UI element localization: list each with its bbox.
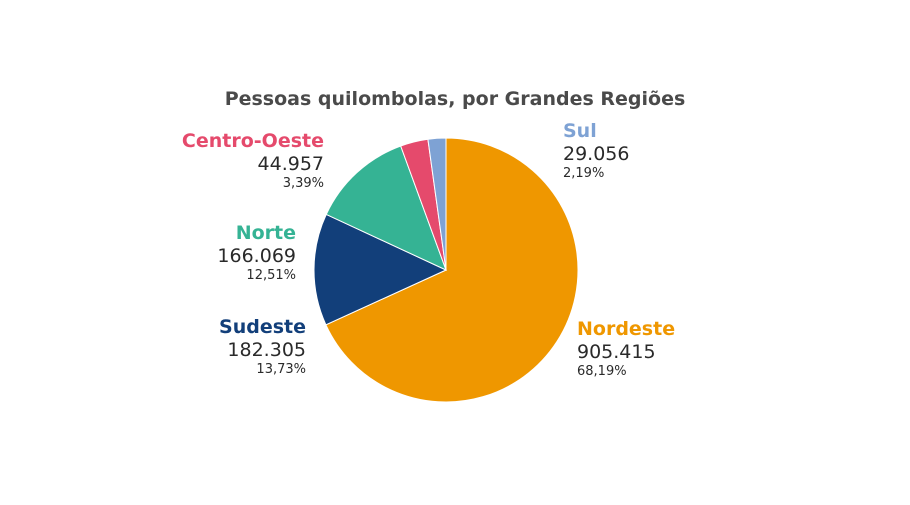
slice-label-sudeste: Sudeste 182.305 13,73%: [219, 316, 306, 377]
pie-slice-sudeste: [313, 213, 448, 326]
slice-value-sudeste: 182.305: [227, 339, 306, 361]
slice-percent-sul: 2,19%: [563, 166, 605, 181]
pie-slice-nordeste: [325, 137, 579, 403]
slice-name-sudeste: Sudeste: [219, 316, 306, 338]
slice-label-sul: Sul 29.056 2,19%: [563, 120, 630, 181]
slice-value-sul: 29.056: [563, 143, 630, 165]
slice-name-norte: Norte: [235, 222, 296, 244]
slice-label-centro-oeste: Centro-Oeste 44.957 3,39%: [181, 130, 324, 191]
slice-name-nordeste: Nordeste: [577, 318, 676, 340]
slice-percent-norte: 12,51%: [246, 268, 296, 283]
slice-name-sul: Sul: [563, 120, 597, 142]
slice-label-norte: Norte 166.069 12,51%: [217, 222, 296, 283]
slice-value-norte: 166.069: [217, 245, 296, 267]
slice-value-centro-oeste: 44.957: [257, 153, 324, 175]
slice-name-centro-oeste: Centro-Oeste: [181, 130, 324, 152]
slice-percent-sudeste: 13,73%: [256, 362, 306, 377]
pie-slice-sul: [427, 137, 447, 271]
slice-label-nordeste: Nordeste 905.415 68,19%: [577, 318, 676, 379]
slice-value-nordeste: 905.415: [577, 341, 656, 363]
slice-percent-centro-oeste: 3,39%: [282, 176, 324, 191]
chart-title: Pessoas quilombolas, por Grandes Regiões: [224, 88, 686, 110]
pie-slice-norte: [325, 145, 447, 271]
slice-percent-nordeste: 68,19%: [577, 364, 627, 379]
